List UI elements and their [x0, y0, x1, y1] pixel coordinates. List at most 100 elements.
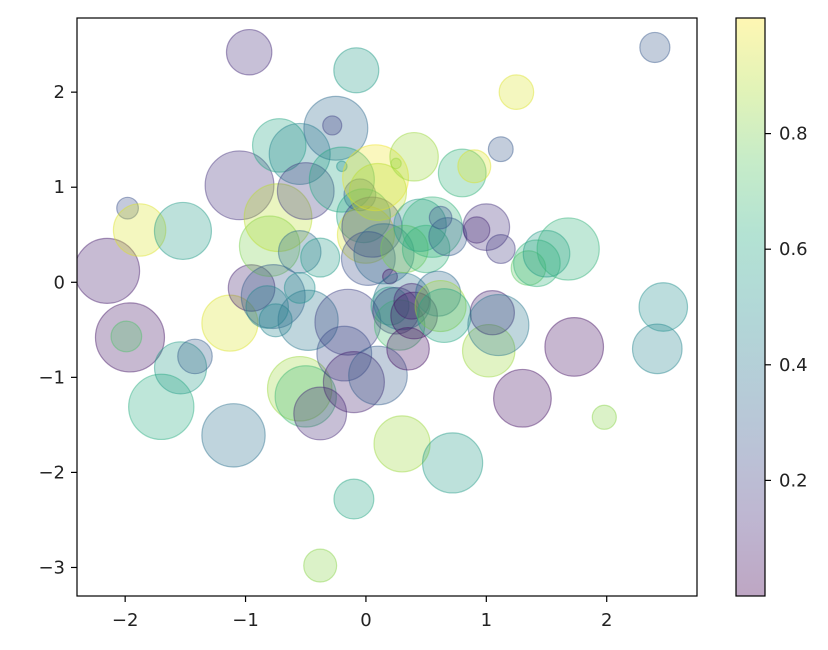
- scatter-point: [393, 282, 431, 320]
- scatter-point: [201, 294, 259, 352]
- colorbar-frame: [735, 17, 766, 597]
- scatter-point: [348, 345, 408, 406]
- scatter-point: [401, 224, 451, 274]
- scatter-point: [428, 205, 453, 230]
- y-tick-label: 1: [54, 177, 65, 198]
- scatter-point: [336, 160, 348, 173]
- colorbar-tick-label: 0.6: [779, 239, 808, 260]
- y-tick-label: −3: [38, 557, 65, 578]
- scatter-point: [390, 157, 402, 170]
- scatter-point: [238, 215, 301, 277]
- y-axis: −3 −2 −1 0 1 2: [38, 82, 77, 578]
- y-tick-label: 0: [54, 272, 65, 293]
- scatter-point: [283, 272, 316, 304]
- scatter-point: [373, 299, 426, 351]
- colorbar-ticks: 0.2 0.4 0.6 0.8: [765, 124, 808, 491]
- scatter-point: [639, 31, 671, 64]
- scatter-point: [225, 28, 273, 76]
- colorbar-tick-label: 0.2: [779, 470, 808, 491]
- scatter-point: [243, 183, 313, 253]
- scatter-point: [487, 136, 514, 163]
- scatter-point: [591, 404, 617, 430]
- scatter-point: [268, 122, 331, 186]
- scatter-point: [333, 47, 380, 94]
- scatter-point: [522, 229, 571, 278]
- scatter-point: [112, 203, 167, 257]
- scatter-point: [386, 326, 430, 371]
- scatter-point: [293, 386, 348, 441]
- scatter-point: [372, 272, 432, 331]
- scatter-point: [277, 230, 322, 274]
- scatter-point: [467, 293, 530, 357]
- scatter-point: [462, 216, 491, 244]
- scatter-point: [342, 144, 410, 212]
- scatter-point: [343, 178, 377, 212]
- scatter-point: [240, 264, 306, 330]
- scatter-point: [393, 198, 447, 253]
- scatter-point: [274, 365, 337, 428]
- scatter-point: [373, 415, 431, 473]
- scatter-point: [308, 146, 375, 213]
- scatter-point: [266, 355, 333, 422]
- scatter-point: [389, 131, 439, 182]
- scatter-point: [428, 217, 468, 257]
- scatter-point: [322, 351, 385, 414]
- scatter-point: [401, 196, 463, 258]
- scatter-point: [469, 290, 516, 336]
- scatter-point: [341, 196, 403, 258]
- scatter-point: [303, 548, 338, 583]
- scatter-point: [303, 95, 369, 161]
- scatter-point: [513, 239, 561, 288]
- scatter-point: [110, 320, 143, 353]
- x-tick-label: −1: [232, 610, 259, 631]
- scatter-point: [437, 148, 487, 198]
- points-layer: [77, 28, 689, 583]
- scatter-point: [245, 285, 290, 329]
- scatter-point: [314, 288, 382, 356]
- scatter-point: [414, 279, 467, 333]
- scatter-point: [300, 237, 341, 278]
- scatter-point: [638, 282, 689, 332]
- scatter-point: [415, 270, 462, 317]
- scatter-point: [485, 234, 516, 265]
- scatter-point: [336, 205, 396, 264]
- x-tick-label: 2: [601, 610, 612, 631]
- x-tick-label: 0: [360, 610, 371, 631]
- scatter-point: [536, 217, 600, 281]
- colorbar-tick-label: 0.4: [779, 355, 808, 376]
- scatter-point: [461, 323, 516, 378]
- scatter-point: [94, 302, 166, 373]
- plot-frame: [76, 17, 698, 597]
- scatter-point: [510, 250, 547, 286]
- scatter-point: [457, 149, 492, 184]
- scatter-point: [544, 317, 605, 377]
- scatter-point: [333, 478, 375, 520]
- scatter-point: [390, 291, 438, 340]
- scatter-point: [462, 203, 511, 252]
- colorbar-tick-label: 0.8: [779, 124, 808, 145]
- scatter-point: [372, 286, 420, 335]
- colorbar: 0.2 0.4 0.6 0.8: [735, 17, 808, 597]
- scatter-point: [336, 188, 391, 244]
- y-tick-label: −2: [38, 462, 65, 483]
- x-axis: −2 −1 0 1 2: [112, 596, 612, 631]
- scatter-point: [201, 403, 266, 468]
- scatter-point: [370, 286, 410, 326]
- scatter-point: [128, 373, 195, 441]
- scatter-point: [421, 432, 484, 494]
- scatter-point: [322, 115, 343, 136]
- scatter-point: [416, 288, 472, 344]
- x-tick-label: 1: [481, 610, 492, 631]
- scatter-point: [380, 224, 429, 274]
- scatter-point: [177, 338, 213, 375]
- scatter-point: [153, 341, 208, 395]
- scatter-point: [153, 201, 213, 261]
- scatter-point: [204, 150, 275, 221]
- scatter-point: [498, 74, 535, 111]
- scatter-point: [348, 162, 408, 222]
- scatter-point: [631, 323, 683, 375]
- scatter-point: [340, 231, 396, 286]
- scatter-point: [382, 268, 398, 285]
